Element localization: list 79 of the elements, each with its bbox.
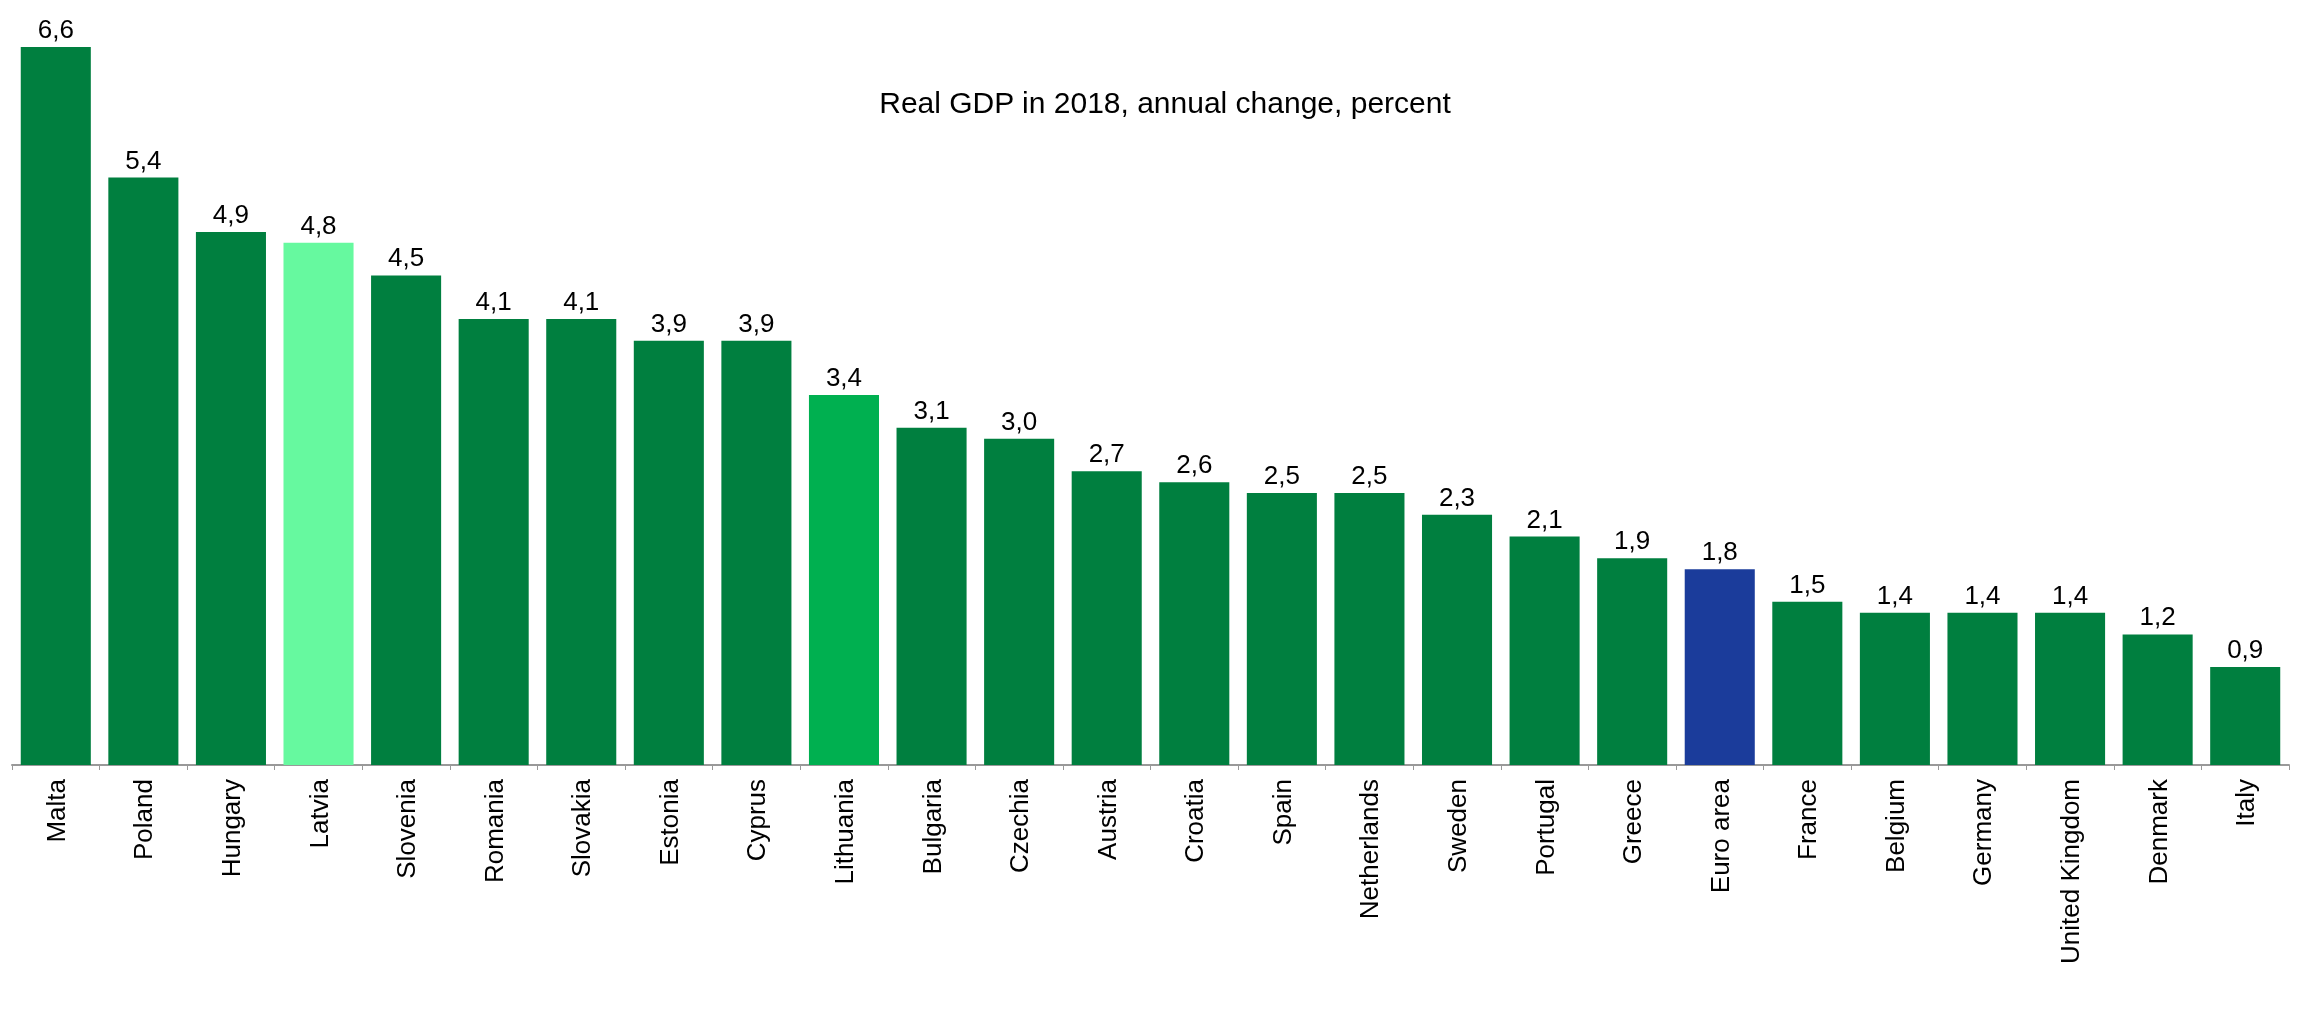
data-label: 2,7 — [1088, 438, 1125, 469]
x-tick-label: Netherlands — [1354, 779, 1385, 920]
data-label: 1,2 — [2139, 601, 2176, 632]
bar — [108, 177, 179, 765]
x-tick-label: Latvia — [303, 778, 334, 849]
bar — [195, 231, 266, 765]
data-label: 5,4 — [125, 144, 162, 175]
x-tick-label: Sweden — [1442, 779, 1473, 873]
x-tick-label: Denmark — [2142, 778, 2173, 885]
data-label: 0,9 — [2227, 634, 2264, 665]
data-label: 2,1 — [1526, 503, 1563, 534]
x-tick-label: Hungary — [215, 779, 246, 878]
data-label: 1,9 — [1614, 525, 1651, 556]
data-label: 1,4 — [1964, 579, 2001, 610]
bar — [20, 47, 91, 765]
bar — [2122, 634, 2193, 765]
data-label: 4,1 — [563, 285, 600, 316]
x-tick-label: Poland — [128, 779, 159, 860]
bar — [1772, 601, 1843, 765]
bar — [984, 438, 1055, 765]
bar — [546, 318, 617, 765]
data-label: 4,1 — [475, 285, 512, 316]
x-tick-label: France — [1792, 779, 1823, 860]
x-tick-label: Lithuania — [828, 778, 859, 885]
bar — [283, 242, 354, 765]
data-label: 1,8 — [1701, 536, 1738, 567]
bar — [1684, 569, 1755, 765]
x-tick-label: Greece — [1617, 779, 1648, 865]
bar — [1246, 493, 1317, 765]
x-tick-label: Croatia — [1179, 778, 1210, 863]
bar — [896, 427, 967, 765]
text: Real GDP in 2018, annual change, percent — [879, 85, 1452, 119]
x-tick-label: Italy — [2230, 779, 2261, 827]
data-label: 6,6 — [37, 14, 74, 44]
data-label: 3,9 — [650, 307, 687, 338]
data-label: 3,1 — [913, 394, 950, 425]
bar — [2035, 612, 2106, 765]
x-tick-label: Portugal — [1529, 779, 1560, 876]
x-tick-label: Austria — [1091, 778, 1122, 860]
data-label: 2,6 — [1176, 449, 1213, 480]
bar — [721, 340, 792, 765]
bar — [458, 318, 529, 765]
bar — [2210, 667, 2281, 765]
bar — [1859, 612, 1930, 765]
x-tick-label: Cyprus — [741, 779, 772, 862]
data-label: 1,4 — [2051, 579, 2089, 610]
bar — [808, 395, 880, 765]
data-label: 3,9 — [738, 307, 775, 338]
x-tick-label: United Kingdom — [2055, 779, 2086, 964]
data-label: 4,5 — [388, 242, 425, 273]
data-label: 2,3 — [1438, 481, 1476, 512]
bar — [1509, 536, 1580, 765]
x-tick-label: Euro area — [1704, 778, 1735, 894]
x-tick-label: Estonia — [653, 778, 684, 866]
data-label: 2,5 — [1351, 460, 1388, 491]
x-tick-label: Spain — [1266, 779, 1297, 846]
data-label: 3,0 — [1001, 405, 1038, 436]
x-tick-label: Romania — [478, 778, 509, 884]
data-label: 2,5 — [1263, 460, 1300, 491]
bar — [1071, 471, 1142, 765]
bar — [1947, 612, 2018, 765]
bar — [371, 275, 442, 765]
bar — [633, 340, 704, 765]
bar — [1421, 514, 1493, 765]
x-tick-label: Slovenia — [391, 778, 422, 879]
x-tick-label: Belgium — [1879, 779, 1910, 873]
bar — [1334, 493, 1405, 765]
x-tick-label: Bulgaria — [916, 778, 947, 875]
bar — [1597, 558, 1668, 765]
x-tick-label: Germany — [1967, 779, 1998, 886]
data-label: 3,4 — [825, 362, 863, 393]
x-tick-label: Slovakia — [566, 778, 597, 878]
x-tick-label: Malta — [40, 778, 71, 843]
data-label: 1,4 — [1876, 579, 1913, 610]
x-tick-label: Czechia — [1004, 778, 1035, 873]
data-label: 1,5 — [1789, 568, 1826, 599]
bar — [1159, 482, 1230, 765]
data-label: 4,9 — [212, 198, 250, 229]
data-label: 4,8 — [300, 209, 337, 240]
